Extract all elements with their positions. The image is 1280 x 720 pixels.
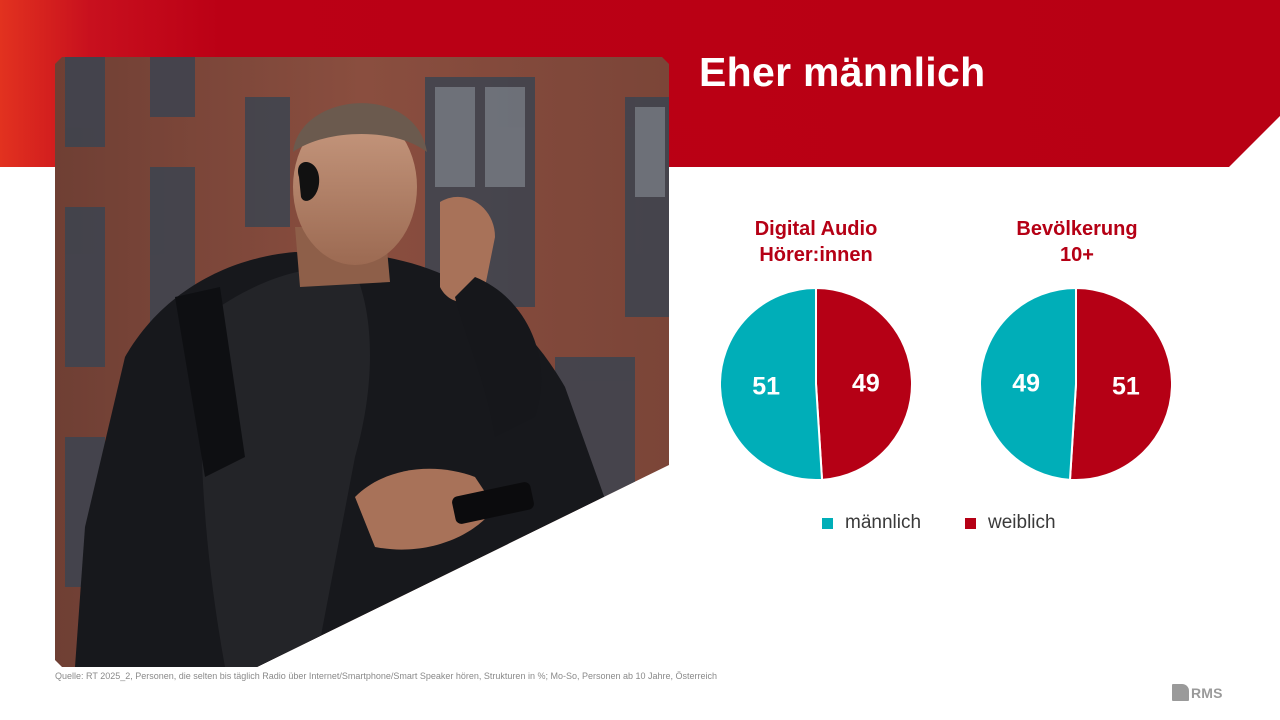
pie-data-label-maennlich: 51	[752, 373, 780, 401]
rms-logo: RMS	[1172, 684, 1223, 701]
pie-data-label-weiblich: 49	[852, 369, 880, 397]
legend-item-maennlich: männlich	[822, 512, 921, 534]
slide-title: Eher männlich	[699, 49, 986, 95]
legend-swatch-weiblich	[965, 517, 976, 529]
legend-label: weiblich	[988, 512, 1056, 533]
pie-title-bevoelkerung: Bevölkerung 10+	[967, 216, 1187, 268]
pie-title-line-2: 10+	[1060, 244, 1094, 266]
pie-title-line-1: Bevölkerung	[1016, 218, 1138, 240]
legend-item-weiblich: weiblich	[965, 512, 1056, 534]
legend-swatch-maennlich	[822, 517, 833, 529]
pie-title-digital-audio: Digital Audio Hörer:innen	[706, 216, 926, 268]
rms-logo-text: RMS	[1191, 684, 1223, 701]
pie-slice-weiblich	[815, 286, 914, 481]
pie-title-line-1: Digital Audio	[754, 218, 878, 240]
rms-logo-icon	[1172, 684, 1189, 701]
pie-title-line-2: Hörer:innen	[759, 244, 873, 266]
legend-label: männlich	[845, 512, 922, 533]
source-footnote: Quelle: RT 2025_2, Personen, die selten …	[55, 671, 718, 681]
pie-slice-maennlich	[719, 286, 824, 481]
